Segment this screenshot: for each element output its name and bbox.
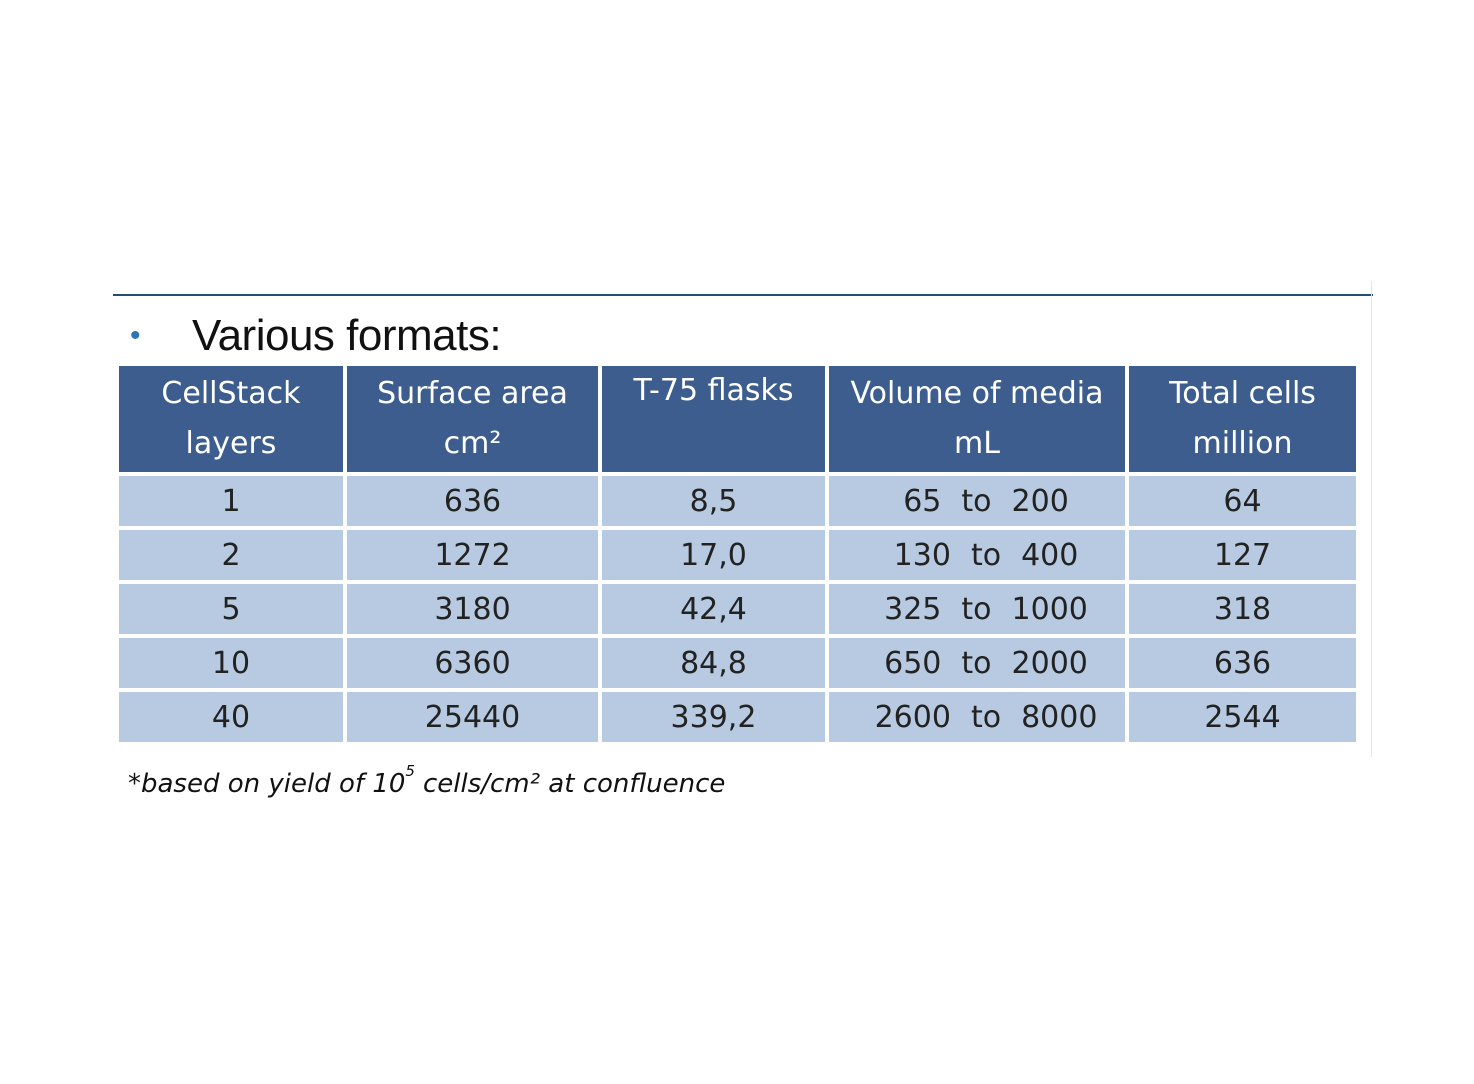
cell-total-cells: 64: [1129, 476, 1356, 526]
cell-surface-area: 636: [347, 476, 598, 526]
cell-surface-area: 3180: [347, 584, 598, 634]
cell-surface-area: 25440: [347, 692, 598, 742]
cell-total-cells: 636: [1129, 638, 1356, 688]
table-row: 10 6360 84,8 650 to 2000 636: [119, 638, 1356, 688]
cell-surface-area: 6360: [347, 638, 598, 688]
header-total-cells: Total cells million: [1129, 366, 1356, 472]
cell-layers: 1: [119, 476, 343, 526]
cell-volume: 2600 to 8000: [829, 692, 1125, 742]
cell-total-cells: 2544: [1129, 692, 1356, 742]
cell-layers: 40: [119, 692, 343, 742]
bullet-icon: •: [130, 319, 141, 352]
footnote-text: *based on yield of 10: [128, 769, 406, 799]
table-row: 40 25440 339,2 2600 to 8000 2544: [119, 692, 1356, 742]
table-row: 2 1272 17,0 130 to 400 127: [119, 530, 1356, 580]
header-row: CellStack layers Surface area cm² T-75 f…: [119, 366, 1356, 472]
cell-layers: 10: [119, 638, 343, 688]
cell-volume: 65 to 200: [829, 476, 1125, 526]
cell-volume: 130 to 400: [829, 530, 1125, 580]
side-rule: [1371, 281, 1372, 757]
header-volume-of-media: Volume of media mL: [829, 366, 1125, 472]
cell-volume: 325 to 1000: [829, 584, 1125, 634]
table-row: 5 3180 42,4 325 to 1000 318: [119, 584, 1356, 634]
footnote: *based on yield of 105 cells/cm² at confl…: [128, 762, 725, 799]
header-t75-flasks: T-75 flasks: [602, 366, 825, 472]
cell-layers: 5: [119, 584, 343, 634]
table-row: 1 636 8,5 65 to 200 64: [119, 476, 1356, 526]
heading-text: Various formats:: [192, 311, 502, 360]
header-surface-area: Surface area cm²: [347, 366, 598, 472]
section-heading: • Various formats:: [130, 306, 502, 366]
cell-volume: 650 to 2000: [829, 638, 1125, 688]
footnote-unit: cells/cm² at confluence: [422, 769, 726, 799]
cellstack-formats-table: CellStack layers Surface area cm² T-75 f…: [115, 362, 1360, 746]
cell-total-cells: 318: [1129, 584, 1356, 634]
cell-total-cells: 127: [1129, 530, 1356, 580]
footnote-exponent: 5: [405, 762, 415, 780]
cell-t75-flasks: 8,5: [602, 476, 825, 526]
cell-surface-area: 1272: [347, 530, 598, 580]
cell-layers: 2: [119, 530, 343, 580]
top-rule: [113, 294, 1373, 296]
header-cellstack-layers: CellStack layers: [119, 366, 343, 472]
cell-t75-flasks: 339,2: [602, 692, 825, 742]
cell-t75-flasks: 84,8: [602, 638, 825, 688]
cell-t75-flasks: 17,0: [602, 530, 825, 580]
cell-t75-flasks: 42,4: [602, 584, 825, 634]
